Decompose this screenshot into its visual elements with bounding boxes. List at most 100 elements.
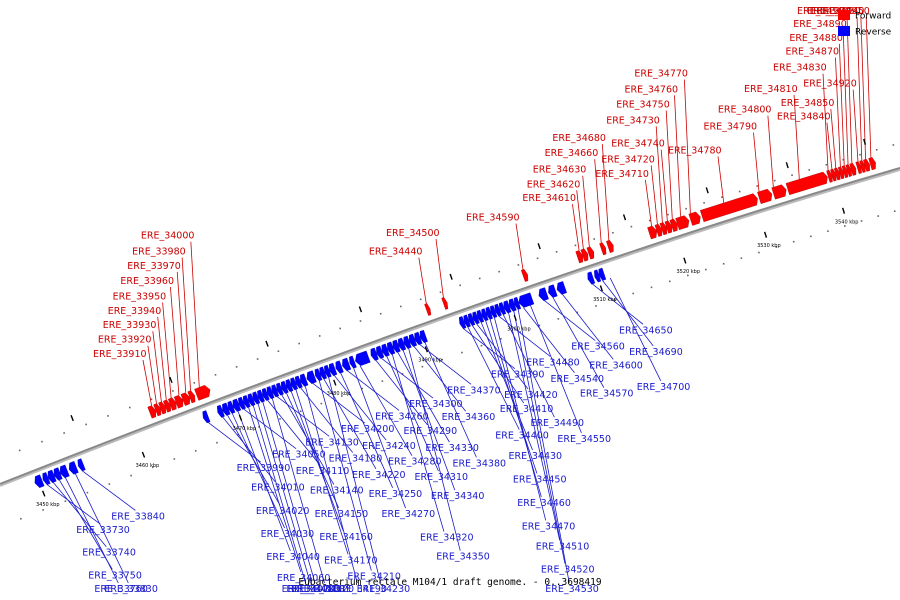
axis-minor-tick [537, 243, 541, 250]
ruler-dot [359, 320, 362, 322]
ruler-dot [320, 402, 323, 405]
axis-tick [424, 346, 429, 353]
reverse-gene-label: ERE_34190 [333, 584, 387, 595]
ruler-dot [808, 169, 811, 171]
reverse-gene-glyph [290, 377, 299, 391]
forward-gene-label: ERE_33920 [98, 335, 152, 346]
label-leader [170, 286, 180, 396]
ruler-dot [130, 474, 132, 477]
label-leader [655, 126, 663, 223]
label-leader [190, 241, 200, 388]
legend-swatch-forward [838, 10, 850, 20]
forward-gene-glyph [647, 225, 658, 240]
label-leader [386, 356, 439, 472]
forward-gene-label: ERE_34440 [369, 247, 423, 258]
reverse-gene-label: ERE_34430 [509, 451, 563, 462]
label-leader [838, 43, 845, 166]
forward-gene-glyph [664, 220, 673, 234]
ruler-dot [42, 509, 44, 511]
reverse-gene-label: ERE_34410 [500, 404, 554, 415]
label-leader [753, 132, 760, 192]
axis-minor-tick [622, 214, 627, 221]
reverse-gene-glyph [59, 464, 70, 479]
forward-gene-label: ERE_34890 [793, 19, 847, 30]
forward-gene-glyph [158, 401, 167, 415]
reverse-gene-glyph [324, 364, 332, 378]
label-leader [860, 16, 866, 160]
forward-gene-label: ERE_33980 [132, 247, 186, 258]
reverse-gene-label: ERE_34480 [526, 357, 580, 368]
forward-gene-glyph [868, 157, 876, 171]
forward-gene-glyph [826, 169, 833, 183]
reverse-gene-glyph [53, 467, 63, 481]
label-leader [286, 392, 339, 508]
ruler-dot [258, 425, 260, 428]
reverse-gene-glyph [472, 311, 480, 325]
axis-tick [41, 490, 46, 497]
axis-tick [333, 379, 337, 386]
ruler-dot [593, 238, 596, 240]
reverse-gene-glyph [252, 391, 261, 405]
label-leader [674, 95, 681, 217]
reverse-gene-glyph [222, 402, 231, 416]
label-leader [576, 190, 584, 250]
forward-gene-glyph [859, 160, 866, 173]
reverse-gene-label: ERE_34690 [629, 347, 683, 358]
label-leader [856, 16, 863, 161]
label-leader [413, 346, 466, 412]
axis-tick-label: 3500 kbp [507, 326, 531, 332]
ruler-dot [193, 382, 196, 384]
reverse-gene-label: ERE_34510 [536, 541, 590, 552]
ruler-dot [860, 220, 863, 222]
axis-tick-label: 3480 kbp [327, 391, 351, 397]
label-leader [397, 352, 450, 443]
label-leader [467, 326, 520, 430]
ruler-dot [379, 312, 382, 315]
reverse-gene-label: ERE_34070 [282, 584, 336, 595]
ruler-dot [173, 458, 176, 460]
ruler-dot [555, 251, 558, 253]
reverse-gene-glyph [392, 339, 401, 353]
ruler-dot [844, 225, 846, 227]
reverse-gene-label: ERE_34650 [619, 325, 673, 336]
forward-gene-glyph [194, 385, 211, 401]
label-leader [157, 316, 167, 400]
ruler-dot [738, 190, 741, 193]
reverse-gene-label: ERE_34210 [347, 572, 401, 583]
forward-gene-glyph [841, 165, 849, 179]
forward-gene-glyph [669, 218, 678, 232]
axis-tick-label: 3460 kbp [136, 463, 160, 469]
reverse-gene-glyph [77, 458, 86, 472]
forward-gene-glyph [675, 215, 690, 231]
reverse-gene-glyph [306, 370, 317, 384]
reverse-gene-label: ERE_34700 [637, 382, 691, 393]
reverse-gene-label: ERE_34560 [571, 342, 625, 353]
reverse-gene-glyph [498, 302, 507, 315]
reverse-gene-glyph [47, 469, 57, 483]
forward-gene-label: ERE_34850 [781, 98, 835, 109]
genome-axis-shadow [0, 169, 900, 487]
ruler-dot [419, 298, 422, 301]
gene-glyphs [34, 157, 876, 488]
forward-gene-label: ERE_33940 [108, 306, 162, 317]
forward-gene-glyph [837, 166, 845, 180]
label-leader [660, 149, 668, 222]
label-leader [340, 372, 394, 488]
label-leader [842, 30, 849, 165]
ruler-dot [893, 210, 896, 212]
ruler-dot [538, 324, 541, 327]
reverse-gene-label: ERE_34360 [442, 412, 496, 423]
reverse-gene-glyph [508, 298, 517, 312]
ruler-dot [705, 268, 707, 271]
label-leader [508, 312, 561, 541]
reverse-gene-label: ERE_34140 [310, 486, 364, 497]
reverse-gene-label: ERE_34080 [286, 584, 340, 595]
reverse-gene-glyph [463, 314, 471, 328]
axis-tick [238, 414, 243, 421]
axis-minor-tick [265, 340, 269, 347]
forward-gene-glyph [424, 303, 432, 316]
reverse-gene-label: ERE_34290 [404, 426, 458, 437]
forward-gene-label: ERE_34780 [668, 145, 722, 156]
reverse-gene-glyph [342, 357, 352, 372]
reverse-gene-label: ERE_34260 [375, 411, 429, 422]
